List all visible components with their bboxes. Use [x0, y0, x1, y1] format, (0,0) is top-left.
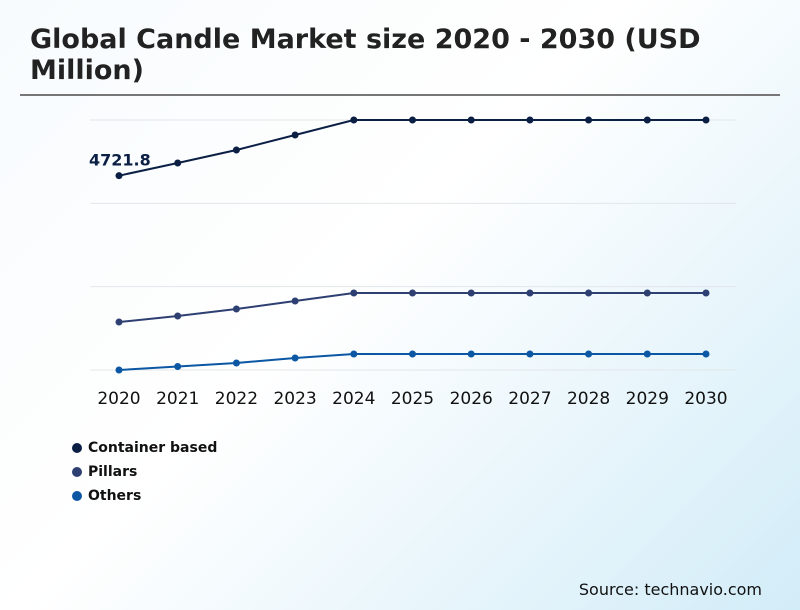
data-point: [291, 131, 299, 139]
legend-marker-icon: [72, 467, 82, 477]
legend-item: Others: [72, 484, 217, 508]
data-point: [585, 350, 593, 358]
legend-label: Pillars: [88, 464, 138, 480]
data-point: [291, 297, 299, 305]
data-point: [174, 159, 182, 167]
x-tick-label: 2025: [391, 389, 434, 409]
data-point: [115, 366, 123, 374]
data-point: [350, 116, 358, 124]
data-point: [350, 350, 358, 358]
data-point: [526, 116, 534, 124]
legend-item: Pillars: [72, 460, 217, 484]
x-tick-label: 2024: [332, 389, 375, 409]
data-point: [702, 289, 710, 297]
data-point: [174, 363, 182, 371]
x-tick-label: 2021: [156, 389, 199, 409]
chart-title: Global Candle Market size 2020 - 2030 (U…: [30, 24, 701, 86]
data-label: 4721.8: [89, 151, 151, 170]
x-tick-label: 2026: [450, 389, 493, 409]
source-note: Source: technavio.com: [578, 580, 762, 599]
data-point: [467, 116, 475, 124]
x-tick-label: 2027: [508, 389, 551, 409]
x-tick-label: 2022: [215, 389, 258, 409]
data-point: [526, 350, 534, 358]
legend-item: Container based: [72, 436, 217, 460]
data-point: [526, 289, 534, 297]
data-point: [643, 116, 651, 124]
data-point: [585, 289, 593, 297]
data-point: [702, 116, 710, 124]
data-point: [232, 146, 240, 154]
data-point: [702, 350, 710, 358]
data-point: [409, 350, 416, 358]
data-point: [585, 116, 593, 124]
data-point: [409, 116, 416, 124]
line-chart: 2020 2021 2022 2023 2024 2025 2026 2027 2028 2029…: [89, 116, 736, 409]
data-point: [291, 354, 299, 362]
legend-label: Container based: [88, 440, 218, 456]
data-point: [350, 289, 358, 297]
data-point: [232, 359, 240, 367]
legend: Container based Pillars Others: [72, 436, 217, 508]
x-tick-label: 2029: [626, 389, 669, 409]
x-tick-label: 2028: [567, 389, 610, 409]
series-line-1: [118, 292, 706, 324]
data-point: [232, 305, 240, 313]
data-point: [174, 312, 182, 320]
x-tick-label: 2030: [684, 389, 727, 409]
data-point: [115, 172, 123, 180]
legend-marker-icon: [72, 443, 82, 453]
data-point: [643, 350, 651, 358]
data-point: [409, 289, 416, 297]
data-point: [115, 318, 123, 326]
x-tick-label: 2020: [97, 389, 140, 409]
legend-label: Others: [88, 488, 142, 504]
series-line-0: [118, 119, 706, 177]
data-point: [467, 289, 475, 297]
data-point: [643, 289, 651, 297]
title-divider: [20, 94, 780, 96]
x-tick-label: 2023: [273, 389, 316, 409]
data-point: [467, 350, 475, 358]
legend-marker-icon: [72, 491, 82, 501]
